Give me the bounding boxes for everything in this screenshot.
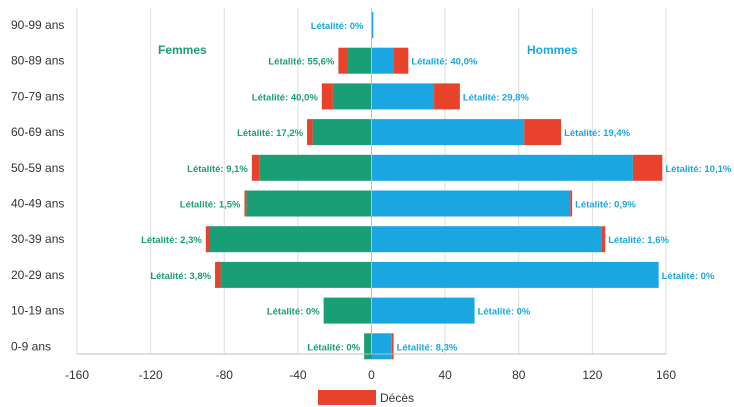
category-label: 10-19 ans [11, 304, 64, 318]
category-label: 50-59 ans [11, 161, 64, 175]
bar-men-survivors [371, 190, 571, 217]
data-label-women: Létalité: 0% [307, 342, 360, 353]
data-label-women: Létalité: 1,5% [180, 200, 241, 211]
data-labels: Létalité: 0% Létalité: 55,6% Létalité: 40,… [141, 21, 732, 353]
bar-men-survivors [371, 154, 633, 181]
bar-men-deaths [393, 47, 409, 74]
category-label: 90-99 ans [11, 18, 64, 32]
x-tick-label: 80 [512, 368, 526, 382]
category-label: 20-29 ans [11, 268, 64, 282]
bar-women-survivors [364, 333, 372, 360]
data-label-men: Létalité: 10,1% [665, 164, 732, 175]
bar-women-survivors [323, 297, 372, 324]
bar-men-deaths [570, 190, 573, 217]
bar-men-survivors [371, 226, 602, 253]
data-label-women: Létalité: 9,1% [187, 164, 248, 175]
bar-women-deaths [244, 190, 247, 217]
bar-women-deaths [338, 47, 348, 74]
bar-men-deaths [601, 226, 606, 253]
bar-women-deaths [251, 154, 260, 181]
data-label-men: Létalité: 0% [662, 271, 715, 282]
bar-women-survivors [246, 190, 372, 217]
bar-men-deaths [524, 119, 562, 146]
category-label: 60-69 ans [11, 125, 64, 139]
category-label: 40-49 ans [11, 197, 64, 211]
x-tick-label: -120 [139, 368, 163, 382]
bar-women-survivors [312, 119, 372, 146]
data-label-women: Létalité: 17,2% [237, 128, 304, 139]
x-tick-label: 120 [582, 368, 602, 382]
bars [205, 12, 663, 360]
data-label-men: Létalité: 29,8% [463, 92, 530, 103]
legend-label-deaths: Décès [380, 391, 414, 405]
bar-men-deaths [632, 154, 663, 181]
data-label-men: Létalité: 40,0% [411, 57, 478, 68]
data-label-women: Létalité: 3,8% [150, 271, 211, 282]
bar-women-survivors [332, 83, 372, 110]
data-label-women: Létalité: 2,3% [141, 235, 202, 246]
bar-women-survivors [209, 226, 372, 253]
bar-women-deaths [205, 226, 210, 253]
category-label: 80-89 ans [11, 54, 64, 68]
bar-women-survivors [347, 47, 372, 74]
data-label-women: Létalité: 0% [267, 307, 320, 318]
data-label-men: Létalité: 0% [311, 21, 364, 32]
x-tick-label: 40 [438, 368, 452, 382]
bar-men-survivors [371, 47, 394, 74]
bar-men-survivors [371, 261, 659, 288]
bar-men-survivors [371, 297, 475, 324]
axes: -160 -120 -80 -40 0 40 80 120 160 90-99 ans 80-89 … [11, 8, 676, 382]
bar-women-survivors [259, 154, 372, 181]
bar-women-deaths [307, 119, 313, 146]
bar-women-deaths [215, 261, 221, 288]
bar-men-survivors [371, 12, 374, 38]
data-label-women: Létalité: 55,6% [268, 57, 335, 68]
bar-women-survivors [220, 261, 372, 288]
data-label-men: Létalité: 19,4% [564, 128, 631, 139]
bar-men-survivors [371, 119, 525, 146]
grid-lines [76, 8, 667, 354]
bar-men-deaths [391, 333, 394, 360]
women-series-label: Femmes [158, 43, 207, 57]
x-tick-label: -40 [289, 368, 307, 382]
men-series-label: Hommes [527, 43, 578, 57]
x-tick-label: -160 [65, 368, 89, 382]
data-label-men: Létalité: 1,6% [608, 235, 669, 246]
bar-men-survivors [371, 83, 435, 110]
bar-women-deaths [321, 83, 333, 110]
data-label-men: Létalité: 0% [478, 307, 531, 318]
data-label-men: Létalité: 0,9% [575, 200, 636, 211]
category-label: 30-39 ans [11, 232, 64, 246]
category-label: 0-9 ans [11, 339, 51, 353]
bar-men-deaths [434, 83, 460, 110]
data-label-women: Létalité: 40,0% [252, 92, 319, 103]
legend-swatch-deaths [318, 390, 376, 405]
x-tick-label: -80 [216, 368, 234, 382]
legend: Décès [318, 390, 414, 405]
x-tick-label: 160 [656, 368, 676, 382]
bar-men-survivors [371, 333, 392, 360]
x-tick-label: 0 [368, 368, 375, 382]
data-label-men: Létalité: 8,3% [397, 342, 458, 353]
category-label: 70-79 ans [11, 89, 64, 103]
